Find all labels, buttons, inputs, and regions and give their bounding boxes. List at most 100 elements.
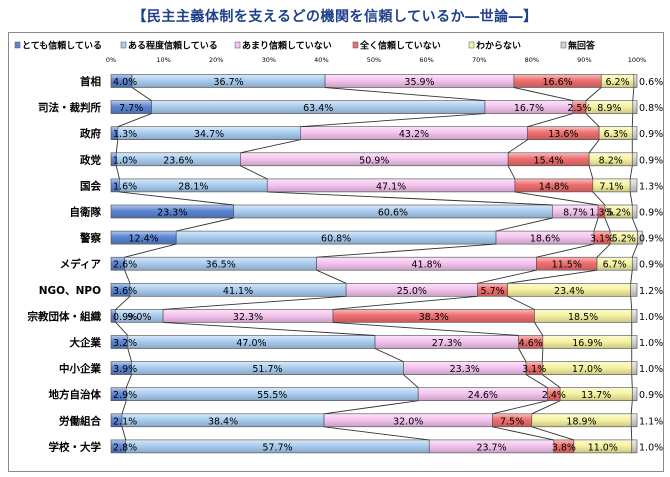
series-connector-line [588, 165, 594, 180]
data-value-label: 5.2% [612, 234, 636, 245]
series-connector-line [121, 400, 127, 414]
series-connector-line [604, 217, 611, 232]
series-connector-line [531, 426, 575, 441]
data-value-label: 47.1% [376, 181, 406, 192]
series-connector-line [117, 113, 152, 128]
data-value-label: 23.4% [554, 286, 584, 297]
series-connector-line [325, 87, 486, 102]
data-value-label: 1.6% [113, 181, 137, 192]
data-value-label: 9.0% [127, 312, 151, 323]
series-connector-line [323, 426, 430, 441]
series-connector-line [630, 296, 633, 310]
series-connector-line [513, 87, 573, 102]
data-value-label: 18.5% [568, 312, 598, 323]
data-value-label: 8.2% [599, 155, 623, 166]
series-connector-line [492, 426, 554, 441]
data-value-label: 0.9% [639, 260, 663, 271]
data-value-label: 11.5% [552, 260, 582, 271]
data-value-label: 7.1% [599, 181, 623, 192]
data-value-label: 3.1% [590, 234, 614, 245]
series-connector-line [585, 87, 602, 101]
series-connector-line [124, 243, 177, 258]
chart-frame: とても信頼している ある程度信頼している あまり信頼していない 全く信頼していない わか… [8, 32, 664, 472]
data-value-label: 35.9% [404, 77, 434, 88]
data-value-label: 5.2% [607, 208, 631, 219]
data-value-label: 55.5% [257, 390, 287, 401]
data-value-label: 8.7% [563, 208, 587, 219]
data-value-label: 50.9% [359, 155, 389, 166]
data-value-label: 7.7% [119, 103, 143, 114]
data-value-label: 4.6% [519, 338, 543, 349]
category-label: 宗教団体・組織 [28, 310, 102, 323]
series-connector-line [316, 269, 347, 284]
series-connector-line [267, 191, 553, 206]
data-value-label: 2.4% [542, 390, 566, 401]
legend-swatch [352, 41, 359, 49]
series-connector-line [163, 321, 376, 336]
x-tick-label: 100% [628, 56, 647, 64]
category-label: 労働組合 [59, 414, 101, 427]
x-tick-label: 50% [367, 56, 381, 64]
data-value-label: 60.8% [321, 234, 351, 245]
data-value-label: 6.2% [605, 77, 629, 88]
legend-label: 無回答 [568, 40, 596, 52]
series-connector-line [525, 374, 548, 389]
series-connector-line [332, 295, 478, 310]
series-connector-line [495, 217, 553, 232]
series-connector-line [119, 191, 234, 206]
series-connector-line [115, 165, 120, 180]
series-connector-line [176, 217, 234, 232]
legend-label: ある程度信頼している [128, 40, 218, 52]
data-value-label: 1.3% [639, 181, 663, 192]
data-value-label: 2.1% [113, 416, 137, 427]
series-connector-line [629, 191, 633, 206]
category-label: 首相 [80, 75, 101, 88]
x-tick-label: 30% [262, 56, 276, 64]
x-tick-label: 90% [577, 56, 591, 64]
data-value-label: 38.3% [419, 312, 449, 323]
data-value-label: 0.8% [639, 103, 663, 114]
data-value-label: 0.9% [639, 234, 663, 245]
data-value-label: 0.9% [639, 208, 663, 219]
data-value-label: 14.8% [539, 181, 569, 192]
data-value-label: 13.6% [548, 129, 578, 140]
category-label: 政府 [80, 127, 101, 140]
series-connector-line [585, 113, 600, 128]
series-connector-line [316, 243, 497, 258]
series-connector-line [630, 426, 633, 440]
legend-swatch [14, 41, 21, 49]
series-connector-line [403, 374, 419, 389]
data-value-label: 0.9% [639, 155, 663, 166]
series-connector-line [632, 87, 635, 101]
category-label: 政党 [80, 153, 101, 166]
data-value-label: 23.7% [476, 442, 506, 453]
category-label: NGO、NPO [39, 285, 101, 297]
data-value-label: 1.3% [589, 208, 613, 219]
bar-segment [637, 230, 643, 245]
series-connector-line [124, 270, 131, 284]
legend-label: あまり信頼していない [242, 40, 332, 52]
bar-segment [631, 361, 638, 375]
category-label: 地方自治体 [49, 388, 102, 401]
bar-segment [633, 74, 638, 88]
series-connector-line [541, 348, 544, 362]
x-tick-label: 70% [472, 56, 486, 64]
series-connector-line [630, 400, 633, 414]
x-tick-label: 20% [209, 56, 223, 64]
data-value-label: 51.7% [252, 364, 282, 375]
series-connector-line [531, 400, 561, 415]
data-value-label: 3.6% [113, 286, 137, 297]
x-tick-label: 0% [106, 56, 116, 64]
series-connector-line [630, 270, 633, 284]
data-value-label: 15.4% [534, 155, 564, 166]
series-connector-line [527, 113, 573, 128]
data-value-label: 3.1% [522, 364, 546, 375]
series-connector-line [507, 269, 598, 284]
data-value-label: 12.4% [129, 234, 159, 245]
series-connector-line [507, 165, 516, 180]
data-value-label: 1.0% [639, 442, 663, 453]
series-connector-line [536, 243, 594, 258]
data-value-label: 17.0% [572, 364, 602, 375]
series-connector-line [542, 374, 561, 389]
data-value-label: 63.4% [303, 103, 333, 114]
